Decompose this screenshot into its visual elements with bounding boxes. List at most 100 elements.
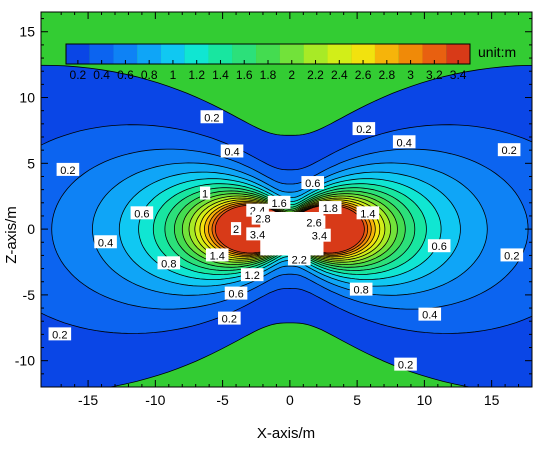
contour-label: 0.2 [200, 110, 224, 124]
y-tick-label: -10 [15, 353, 35, 369]
colorbar-swatch [113, 44, 138, 64]
colorbar-swatch [279, 44, 304, 64]
colorbar-swatch [422, 44, 447, 64]
svg-text:3.4: 3.4 [312, 231, 327, 243]
colorbar-swatch [184, 44, 209, 64]
colorbar-label: 3 [407, 68, 414, 82]
contour-label: 1.8 [318, 201, 342, 215]
x-tick-label: 15 [484, 392, 500, 408]
svg-text:1: 1 [202, 189, 208, 201]
x-tick-label: 10 [417, 392, 433, 408]
colorbar-label: 3.4 [450, 68, 467, 82]
colorbar-label: 0.8 [141, 68, 158, 82]
colorbar-label: 2.6 [355, 68, 372, 82]
colorbar-label: 0.2 [70, 68, 87, 82]
contour-label: 2 [230, 222, 242, 236]
contour-label: 0.2 [394, 357, 417, 372]
x-tick-label: -15 [78, 392, 98, 408]
x-tick-label: 5 [353, 392, 361, 408]
colorbar-swatch [66, 44, 90, 64]
contour-label: 3.4 [308, 228, 331, 243]
y-tick-label: 5 [27, 155, 35, 171]
svg-text:3.4: 3.4 [250, 229, 265, 241]
y-tick-label: 0 [27, 221, 35, 237]
svg-text:0.4: 0.4 [224, 146, 239, 158]
colorbar-label: 0.4 [93, 68, 110, 82]
colorbar-label: 1.2 [188, 68, 205, 82]
x-tick-label: 0 [286, 392, 294, 408]
svg-text:0.2: 0.2 [398, 360, 413, 372]
contour-label: 1.4 [356, 206, 380, 220]
svg-text:0.4: 0.4 [397, 137, 412, 149]
colorbar-swatch [327, 44, 352, 64]
svg-text:2.6: 2.6 [306, 218, 321, 230]
colorbar-unit: unit:m [478, 44, 516, 60]
contour-label: 0.6 [427, 239, 451, 253]
contour-label: 3.4 [246, 227, 269, 241]
svg-text:2.2: 2.2 [292, 254, 307, 266]
colorbar-swatch [232, 44, 257, 64]
colorbar-swatch [374, 44, 399, 64]
svg-text:0.6: 0.6 [432, 241, 447, 253]
svg-text:1.6: 1.6 [271, 198, 286, 210]
contour-label: 0.2 [48, 327, 72, 341]
svg-text:0.2: 0.2 [356, 124, 371, 136]
contour-label: 0.6 [301, 176, 325, 190]
colorbar-label: 1.4 [212, 68, 229, 82]
colorbar-label: 0.6 [117, 68, 134, 82]
contour-label: 2.2 [287, 252, 311, 266]
svg-text:0.8: 0.8 [161, 258, 176, 270]
contour-label: 0.4 [94, 235, 117, 249]
svg-text:0.2: 0.2 [501, 145, 516, 157]
y-axis-label: Z-axis/m [3, 206, 20, 264]
x-axis: -15 -10 -5 0 5 10 15 [60, 12, 520, 408]
contour-label: 1 [200, 186, 211, 201]
svg-text:0.4: 0.4 [422, 310, 437, 322]
y-tick-label: 15 [19, 24, 35, 40]
contour-label: 0.4 [392, 135, 416, 149]
y-axis: -10 -5 0 5 10 15 [15, 18, 532, 375]
contour-label: 0.2 [497, 143, 521, 157]
contour-label: 0.2 [56, 162, 80, 177]
svg-text:0.2: 0.2 [60, 165, 75, 177]
contour-label: 0.6 [130, 206, 154, 220]
colorbar-label: 2.4 [331, 68, 348, 82]
colorbar-label: 1 [170, 68, 177, 82]
colorbar-swatch [446, 44, 470, 64]
svg-text:0.4: 0.4 [98, 237, 113, 249]
contour-label: 0.2 [352, 122, 376, 136]
colorbar-swatch [161, 44, 185, 64]
y-tick-label: -5 [23, 287, 36, 303]
contour-label: 0.4 [418, 307, 442, 322]
svg-text:2: 2 [233, 224, 239, 236]
colorbar-swatch [303, 44, 328, 64]
colorbar-label: 1.6 [236, 68, 253, 82]
contour-label: 0.8 [157, 256, 181, 270]
plot-frame [40, 11, 533, 388]
svg-text:0.8: 0.8 [354, 285, 369, 297]
svg-text:2.8: 2.8 [255, 214, 270, 226]
contour-label: 2.6 [302, 215, 326, 230]
colorbar-swatch [89, 44, 114, 64]
svg-text:0.2: 0.2 [222, 314, 237, 326]
y-tick-label: 10 [19, 90, 35, 106]
x-tick-label: -5 [216, 392, 229, 408]
colorbar-label: 2.8 [378, 68, 395, 82]
svg-text:0.2: 0.2 [204, 112, 219, 124]
contour-labels: 0.2 0.2 0.2 0.2 0.2 0.2 0.2 0.2 0.4 0.4 0.4 0.4 0.6 0… [48, 110, 524, 372]
svg-text:0.6: 0.6 [228, 289, 243, 301]
x-tick-label: -10 [145, 392, 165, 408]
svg-text:1.4: 1.4 [210, 250, 225, 262]
contour-label: 2.8 [251, 211, 275, 226]
contour-label: 0.6 [224, 286, 248, 301]
svg-text:0.2: 0.2 [504, 250, 519, 262]
svg-text:0.6: 0.6 [134, 208, 149, 220]
contour-label: 1.2 [240, 268, 264, 282]
colorbar-swatch [256, 44, 280, 64]
svg-text:1.2: 1.2 [245, 270, 260, 282]
contour-label: 0.8 [349, 282, 373, 297]
colorbar-swatch [137, 44, 162, 64]
svg-text:0.6: 0.6 [305, 178, 320, 190]
colorbar-swatch [351, 44, 375, 64]
